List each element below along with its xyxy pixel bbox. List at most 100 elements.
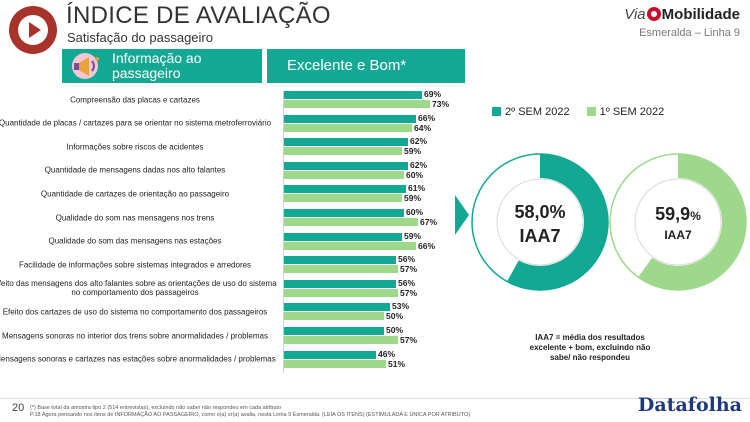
category-label: Informações sobre riscos de acidentes: [66, 142, 204, 152]
play-icon: [9, 6, 57, 54]
brand-logo: Via Mobilidade: [624, 6, 740, 23]
donut-label-s1: IAA7: [519, 226, 561, 246]
section-header-label: Informação ao passageiro: [112, 50, 202, 81]
value-label-s2: 60%: [406, 169, 424, 180]
value-label-s2: 59%: [404, 193, 422, 204]
category-label: Facilidade de informações sobre sistemas…: [18, 260, 252, 270]
bar-s2: [284, 265, 398, 274]
line-label: Esmeralda – Linha 9: [639, 27, 740, 39]
value-label-s2: 64%: [414, 122, 432, 133]
footer-divider: [0, 398, 750, 399]
bar-s1: [284, 114, 416, 123]
section-header: Informação ao passageiro: [62, 49, 262, 83]
category-label: Mensagens sonoras e cartazes nas estaçõe…: [0, 354, 276, 364]
legend-item-s2: 1º SEM 2022: [586, 106, 665, 118]
bar-s1: [284, 350, 376, 359]
bar-s2: [284, 336, 398, 344]
bar-s2: [284, 241, 416, 250]
category-label: Efeito dos cartazes de uso do sistema no…: [2, 307, 268, 317]
bar-row: Qualidade do som nas mensagens nos trens…: [0, 206, 460, 229]
donut-svg-s2: [609, 153, 747, 291]
bar-row: Quantidade de mensagens dadas nos alto f…: [0, 159, 460, 182]
value-label-s1: 46%: [378, 348, 396, 359]
bar-row: Quantidade de cartazes de orientação ao …: [0, 182, 460, 205]
value-label-s2: 66%: [418, 240, 436, 251]
bar-row: Facilidade de informações sobre sistemas…: [0, 253, 460, 276]
category-label: Compreensão das placas e cartazes: [70, 95, 200, 104]
value-label-s1: 50%: [386, 325, 404, 335]
bar-row: Compreensão das placas e cartazes 69% 73%: [0, 88, 460, 111]
bar-s1: [284, 91, 422, 99]
brand-via: Via: [624, 6, 646, 23]
value-label-s2: 57%: [400, 287, 418, 298]
legend-swatch-s1: [492, 107, 501, 116]
value-label-s1: 62%: [410, 136, 428, 147]
value-label-s2: 57%: [400, 264, 418, 275]
legend-label-s2: 1º SEM 2022: [599, 106, 665, 118]
donut-value-s2: 59,9%: [608, 204, 748, 225]
legend-item-s1: 2º SEM 2022: [492, 106, 570, 118]
donut-center: [634, 178, 722, 266]
value-label-s1: 56%: [398, 254, 416, 265]
bar-s2: [284, 170, 404, 179]
category-label: Quantidade de placas / cartazes para se …: [0, 118, 272, 128]
footnote-2: P.18 Agora pensando nos itens de INFORMA…: [30, 412, 471, 418]
donut-value-pct-s2: %: [690, 209, 701, 223]
value-label-s1: 60%: [406, 207, 424, 217]
category-label: Qualidade do som das mensagens nas estaç…: [48, 236, 222, 246]
footnote-1: (*) Base total da amostra tipo 2 (514 en…: [30, 405, 282, 411]
value-label-s2: 50%: [386, 311, 404, 322]
value-label-s2: 57%: [400, 335, 418, 345]
axis-line: [283, 90, 284, 373]
bar-s1: [284, 327, 384, 335]
value-label-s1: 66%: [418, 112, 436, 123]
bar-s1: [284, 161, 408, 170]
iaa7-note: IAA7 = média dos resultados excelente + …: [529, 333, 651, 362]
chevron-right-icon: [455, 195, 469, 240]
bar-s2: [284, 288, 398, 297]
legend: 2º SEM 2022 1º SEM 2022: [492, 106, 664, 118]
metric-header-label: Excelente e Bom*: [287, 57, 407, 74]
legend-swatch-s2: [586, 107, 596, 116]
metric-header: Excelente e Bom*: [267, 49, 465, 83]
bar-s2: [284, 312, 384, 321]
donut-outline: [471, 153, 609, 291]
bar-s2: [284, 218, 418, 226]
value-label-s2: 73%: [432, 99, 450, 109]
bar-row: Mensagens sonoras no interior dos trens …: [0, 324, 460, 347]
bar-row: Quantidade de placas / cartazes para se …: [0, 112, 460, 135]
bar-s1: [284, 209, 404, 217]
donut-chart-s2: 59,9% IAA7: [608, 152, 748, 292]
legend-label-s1: 2º SEM 2022: [505, 106, 570, 118]
donut-value-s1: 58,0%: [514, 202, 566, 222]
category-label: Efeito das mensagens dos alto falantes s…: [0, 279, 277, 298]
value-label-s1: 53%: [392, 301, 410, 312]
donut-arc: [610, 154, 746, 290]
value-label-s1: 56%: [398, 277, 416, 288]
bar-s2: [284, 194, 402, 203]
bar-row: Informações sobre riscos de acidentes 62%…: [0, 135, 460, 158]
bar-s2: [284, 123, 412, 132]
value-label-s2: 59%: [404, 146, 422, 157]
brand-dot-icon: [646, 7, 661, 21]
donut-label-s2: IAA7: [664, 228, 692, 242]
value-label-s1: 62%: [410, 159, 428, 170]
bar-s2: [284, 147, 402, 156]
bar-s2: [284, 100, 430, 108]
page-number: 20: [12, 402, 25, 414]
category-label: Quantidade de cartazes de orientação ao …: [40, 189, 230, 199]
bar-row: Mensagens sonoras e cartazes nas estaçõe…: [0, 348, 460, 371]
page-subtitle: Satisfação do passageiro: [67, 30, 213, 45]
donut-arc: [472, 154, 608, 290]
bar-row: Efeito dos cartazes de uso do sistema no…: [0, 300, 460, 323]
category-label: Qualidade do som nas mensagens nos trens: [55, 213, 215, 222]
bar-s1: [284, 138, 408, 147]
bar-s2: [284, 359, 386, 368]
megaphone-icon: [66, 51, 104, 81]
source-logo: Datafolha: [637, 394, 742, 416]
value-label-s2: 67%: [420, 217, 438, 227]
bar-s1: [284, 232, 402, 241]
bar-row: Qualidade do som das mensagens nas estaç…: [0, 230, 460, 253]
donut-chart-s1: 58,0% IAA7: [470, 152, 610, 292]
